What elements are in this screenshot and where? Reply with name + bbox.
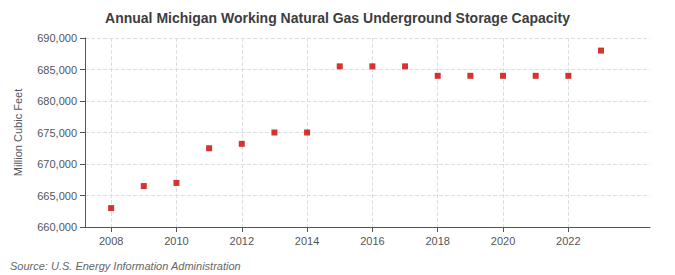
svg-text:685,000: 685,000 <box>37 64 77 76</box>
svg-text:2022: 2022 <box>556 235 580 247</box>
svg-text:660,000: 660,000 <box>37 221 77 233</box>
svg-text:2016: 2016 <box>360 235 384 247</box>
svg-text:2008: 2008 <box>99 235 123 247</box>
svg-text:2018: 2018 <box>425 235 449 247</box>
svg-text:Annual Michigan Working Natura: Annual Michigan Working Natural Gas Unde… <box>105 10 570 26</box>
svg-text:2012: 2012 <box>230 235 254 247</box>
svg-text:2014: 2014 <box>295 235 319 247</box>
svg-text:670,000: 670,000 <box>37 158 77 170</box>
svg-text:665,000: 665,000 <box>37 190 77 202</box>
svg-text:Source: U.S. Energy Informatio: Source: U.S. Energy Information Administ… <box>10 260 241 272</box>
svg-text:675,000: 675,000 <box>37 127 77 139</box>
svg-text:690,000: 690,000 <box>37 32 77 44</box>
svg-text:2020: 2020 <box>491 235 515 247</box>
svg-text:Million Cubic Feet: Million Cubic Feet <box>12 89 24 176</box>
svg-text:2010: 2010 <box>164 235 188 247</box>
svg-text:680,000: 680,000 <box>37 95 77 107</box>
